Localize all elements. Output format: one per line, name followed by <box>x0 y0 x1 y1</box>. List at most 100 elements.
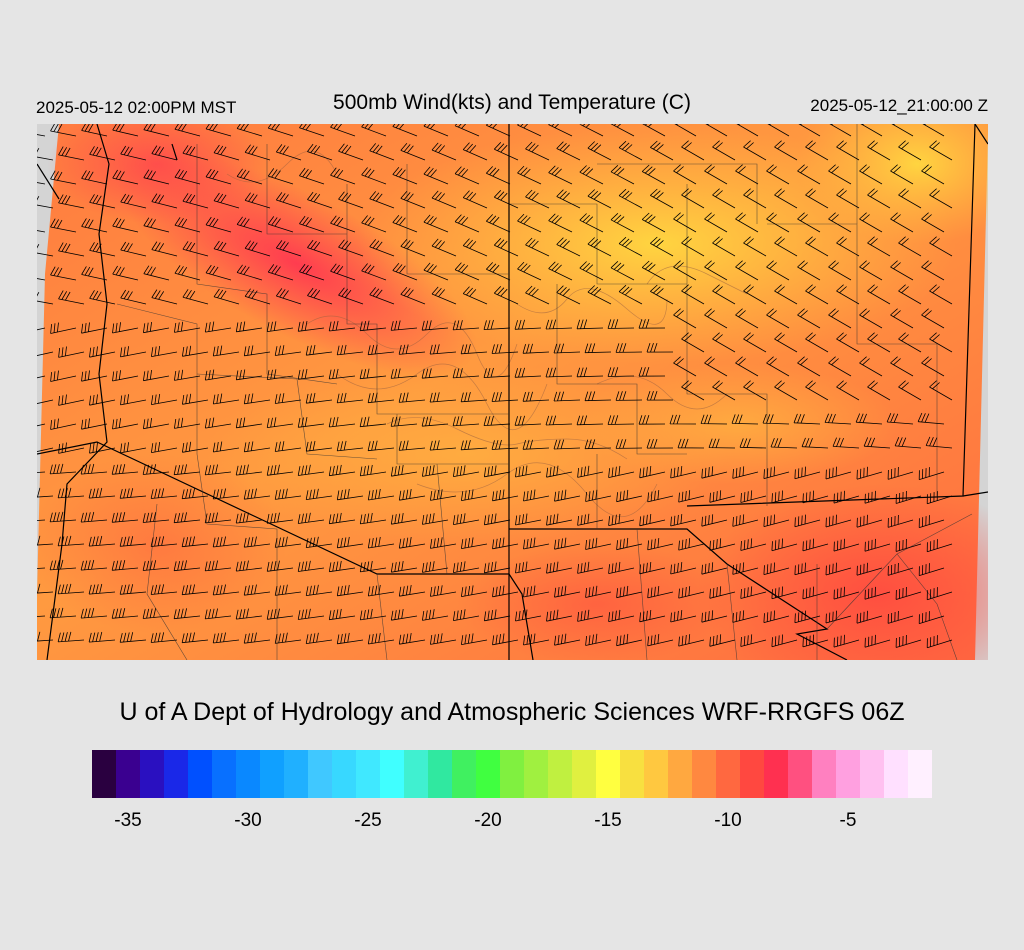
wind-barb <box>917 412 945 425</box>
wind-barb <box>763 562 790 575</box>
colorbar-swatch <box>860 750 885 798</box>
wind-barb <box>585 633 612 646</box>
colorbar-swatch <box>404 750 429 798</box>
wind-barb <box>579 124 604 137</box>
wind-barb <box>89 146 116 161</box>
wind-barb <box>453 561 480 573</box>
wind-barb <box>181 584 209 596</box>
colorbar-swatch <box>548 750 573 798</box>
wind-barb <box>929 188 953 209</box>
wind-barb <box>576 415 604 426</box>
wind-barb <box>867 236 891 257</box>
wind-barb <box>431 238 457 257</box>
wind-barb <box>204 321 232 333</box>
wind-barb <box>918 515 945 528</box>
wind-barb <box>212 441 240 453</box>
wind-barb <box>50 266 77 281</box>
wind-barb <box>678 490 705 503</box>
wind-barb <box>244 192 271 209</box>
wind-barb <box>712 140 736 161</box>
wind-barb <box>422 561 449 573</box>
wind-barb <box>266 512 294 524</box>
wind-barb <box>267 124 294 137</box>
wind-barb <box>453 513 480 525</box>
wind-barb <box>616 537 643 551</box>
wind-barb <box>736 124 759 137</box>
wind-barb <box>37 447 54 453</box>
wind-barb <box>673 260 697 281</box>
colorbar-swatch <box>740 750 765 798</box>
wind-barb <box>794 562 821 576</box>
wind-barb <box>205 168 232 185</box>
wind-barb <box>681 188 705 209</box>
wind-barb <box>709 634 736 647</box>
colorbar-tick-label: -30 <box>234 810 262 831</box>
wind-barb <box>120 145 147 161</box>
wind-barb <box>802 490 829 504</box>
wind-barb <box>274 488 302 500</box>
wind-barb <box>81 370 108 382</box>
wind-barb <box>712 284 736 305</box>
colorbar-swatch <box>812 750 837 798</box>
wind-barb <box>863 437 891 449</box>
wind-barb <box>615 391 643 401</box>
wind-barb <box>859 212 883 233</box>
wind-barb <box>111 608 139 619</box>
wind-barb <box>58 442 85 454</box>
wind-barb <box>89 442 116 454</box>
wind-barb <box>546 561 573 574</box>
wind-barb <box>887 562 914 576</box>
wind-barb <box>421 416 449 427</box>
wind-barb <box>616 633 643 647</box>
wind-barb <box>244 288 271 305</box>
wind-barb <box>704 260 728 281</box>
wind-barb <box>181 632 209 644</box>
wind-barb <box>58 346 85 358</box>
wind-barb <box>398 344 426 355</box>
wind-barb <box>833 490 860 504</box>
wind-barb <box>701 562 728 575</box>
wind-barb <box>119 536 147 547</box>
wind-barb <box>553 343 581 354</box>
wind-barb <box>49 607 77 619</box>
wind-barb <box>421 368 449 379</box>
wind-barb <box>212 632 240 644</box>
wind-barb <box>142 560 170 571</box>
wind-barb <box>859 308 883 329</box>
wind-barb <box>299 215 325 233</box>
wind-barb <box>681 236 705 257</box>
wind-barb <box>398 392 426 403</box>
wind-barb <box>431 190 457 209</box>
wind-barb <box>429 344 457 355</box>
wind-barb <box>81 266 108 281</box>
wind-barb <box>174 265 201 281</box>
wind-barb <box>150 488 178 499</box>
wind-barb <box>398 585 426 597</box>
wind-barb <box>548 165 573 185</box>
wind-barb <box>359 512 387 525</box>
wind-barb <box>926 491 953 505</box>
wind-barb <box>37 244 54 257</box>
wind-barb <box>361 124 387 137</box>
wind-barb <box>867 188 891 209</box>
colorbar-swatch <box>596 750 621 798</box>
wind-barb <box>398 440 426 451</box>
wind-barb <box>740 634 767 647</box>
wind-barb <box>546 513 573 526</box>
wind-barb <box>336 392 364 404</box>
wind-barb <box>267 168 294 185</box>
wind-barb <box>50 218 77 233</box>
wind-barb <box>112 322 139 334</box>
wind-barb <box>275 288 302 305</box>
wind-barb <box>484 561 511 574</box>
wind-barb <box>794 466 821 480</box>
wind-barb <box>548 261 573 281</box>
wind-barb <box>579 165 604 185</box>
wind-barb <box>111 560 139 571</box>
wind-barb <box>922 124 945 137</box>
wind-barb <box>328 464 356 477</box>
wind-barb <box>832 437 860 449</box>
wind-barb <box>89 242 116 257</box>
wind-barb <box>486 262 511 281</box>
wind-barb <box>243 632 271 644</box>
